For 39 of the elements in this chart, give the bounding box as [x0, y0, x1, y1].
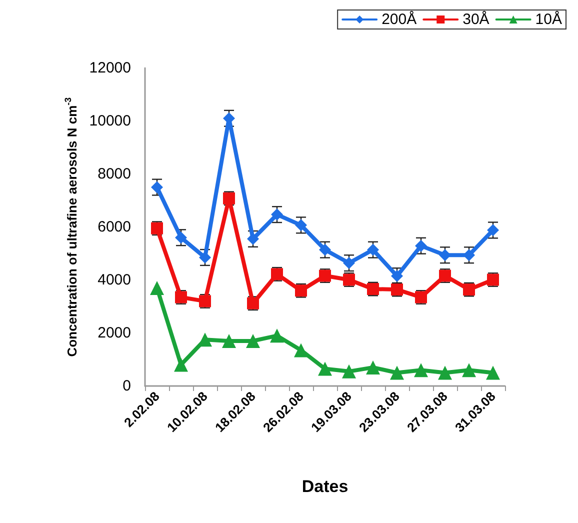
y-tick-label: 10000	[89, 112, 131, 130]
point	[463, 249, 475, 262]
legend-label: 10Å	[535, 10, 562, 28]
legend-label: 30Å	[462, 10, 490, 28]
y-tick-label: 2000	[98, 324, 131, 342]
point	[366, 360, 380, 374]
point	[414, 363, 428, 378]
y-tick-label: 8000	[98, 166, 131, 182]
point	[318, 362, 332, 376]
point	[439, 249, 451, 262]
point	[247, 232, 259, 245]
y-tick-label: 6000	[98, 218, 131, 236]
point	[295, 219, 307, 232]
point	[415, 240, 427, 252]
point	[438, 366, 452, 380]
point	[222, 334, 236, 348]
point	[174, 358, 188, 372]
legend-label: 200Å	[382, 10, 417, 28]
point	[270, 328, 284, 343]
y-tick-label: 4000	[98, 272, 131, 288]
x-axis-title: Dates	[302, 477, 348, 496]
point	[150, 280, 164, 295]
point	[319, 244, 331, 256]
point	[151, 181, 163, 194]
point	[246, 334, 260, 348]
point	[175, 232, 187, 244]
y-tick-label: 12000	[89, 60, 131, 76]
point	[199, 251, 211, 264]
point	[342, 364, 356, 378]
y-tick-label: 0	[122, 378, 131, 394]
point	[462, 363, 476, 378]
point	[486, 366, 500, 380]
point	[271, 208, 283, 221]
point	[367, 244, 379, 256]
point	[198, 332, 212, 347]
point	[390, 366, 404, 380]
y-axis-title: Concentration of ultrafine aerosols N cm-3	[62, 97, 80, 357]
point	[487, 224, 499, 236]
point	[294, 343, 308, 358]
